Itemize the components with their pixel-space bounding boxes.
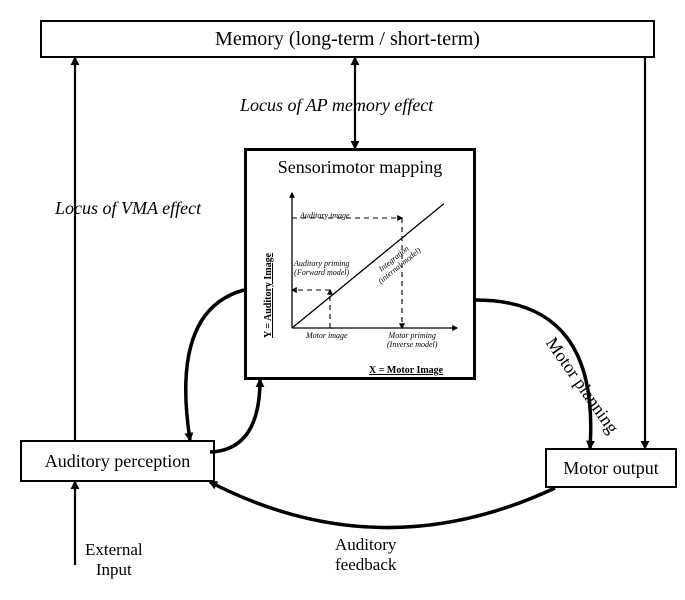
x-axis-label: X = Motor Image: [369, 365, 443, 376]
auditory-label: Auditory perception: [45, 451, 190, 472]
chart-label-auditory-priming: Auditory priming (Forward model): [294, 260, 349, 278]
external-input-label: External Input: [85, 540, 143, 580]
chart-label-motor-image: Motor image: [306, 332, 348, 341]
memory-label: Memory (long-term / short-term): [215, 28, 480, 51]
sensorimotor-box: Sensorimotor mapping Y = Auditory Image …: [244, 148, 476, 380]
chart-label-auditory-image: Auditory image: [300, 212, 350, 221]
locus-ap-label: Locus of AP memory effect: [240, 95, 433, 116]
y-axis-label: Y = Auditory Image: [263, 253, 274, 338]
locus-vma-label: Locus of VMA effect: [55, 198, 201, 219]
memory-box: Memory (long-term / short-term): [40, 20, 655, 58]
auditory-feedback-label: Auditory feedback: [335, 535, 396, 575]
chart-label-motor-priming: Motor priming (Inverse model): [387, 332, 437, 350]
motor-label: Motor output: [563, 458, 659, 479]
sensorimotor-title: Sensorimotor mapping: [247, 157, 473, 178]
diagram-stage: Memory (long-term / short-term) Auditory…: [0, 0, 685, 600]
motor-output-box: Motor output: [545, 448, 677, 488]
motor-planning-label: Motor planning: [533, 322, 631, 449]
auditory-perception-box: Auditory perception: [20, 440, 215, 482]
